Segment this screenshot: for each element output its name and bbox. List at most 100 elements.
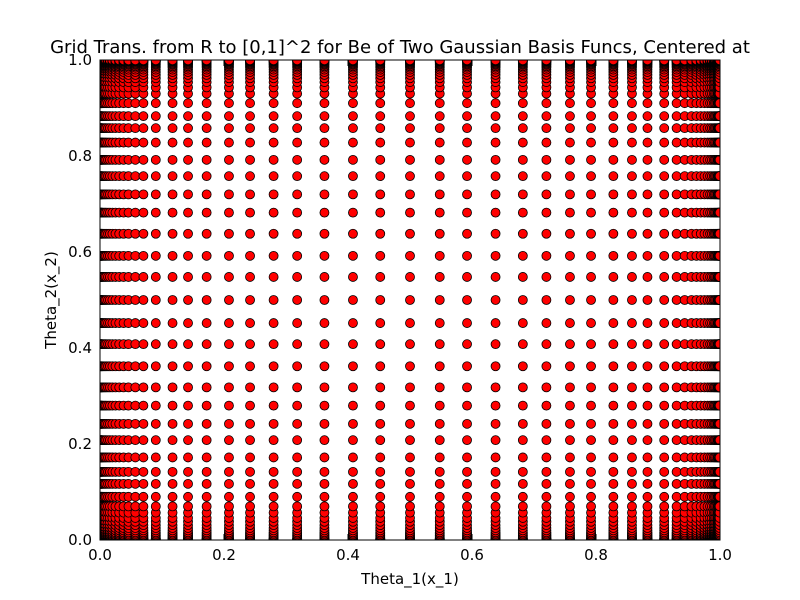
data-point — [319, 154, 330, 165]
data-point — [319, 418, 330, 429]
data-point — [167, 435, 178, 446]
data-point — [167, 361, 178, 372]
data-point — [659, 171, 670, 182]
data-point — [167, 339, 178, 350]
data-point — [292, 382, 303, 393]
data-point — [434, 189, 445, 200]
data-point — [642, 154, 653, 165]
data-point — [130, 382, 141, 393]
data-point — [245, 137, 255, 148]
data-point — [245, 171, 255, 182]
data-point — [517, 295, 528, 305]
data-point — [150, 111, 161, 122]
data-point — [245, 452, 255, 463]
data-point — [319, 382, 330, 393]
data-point — [183, 228, 193, 239]
data-point — [405, 491, 415, 502]
data-point — [138, 137, 149, 148]
data-point — [434, 400, 445, 411]
data-point — [292, 400, 303, 411]
data-point — [462, 295, 472, 305]
data-point — [405, 466, 415, 477]
data-point — [608, 361, 619, 372]
data-point — [642, 382, 653, 393]
data-point — [434, 171, 445, 182]
data-point — [586, 478, 596, 489]
data-point — [490, 418, 501, 429]
data-point — [150, 250, 161, 261]
data-point — [659, 361, 670, 372]
data-point — [405, 501, 415, 512]
data-point — [434, 318, 445, 328]
data-point — [245, 361, 255, 372]
data-point — [642, 272, 653, 282]
data-point — [642, 123, 653, 134]
data-point — [671, 111, 682, 122]
data-point — [659, 318, 670, 328]
data-point — [130, 123, 141, 134]
data-point — [201, 452, 212, 463]
data-point — [608, 418, 619, 429]
y-tick-label: 0.0 — [68, 531, 92, 549]
data-point — [517, 228, 528, 239]
data-point — [608, 501, 619, 512]
data-point — [150, 189, 161, 200]
data-point — [586, 339, 596, 350]
data-point — [642, 339, 653, 350]
data-point — [671, 295, 682, 305]
data-point — [586, 137, 596, 148]
data-point — [671, 318, 682, 328]
data-point — [268, 339, 279, 350]
data-point — [586, 400, 596, 411]
data-point — [224, 435, 234, 446]
data-point — [517, 154, 528, 165]
data-point — [268, 418, 279, 429]
data-point — [375, 478, 386, 489]
data-point — [434, 154, 445, 165]
data-point — [517, 98, 528, 109]
data-point — [375, 418, 386, 429]
data-point — [642, 98, 653, 109]
data-point — [627, 400, 637, 411]
data-point — [167, 466, 178, 477]
data-point — [490, 295, 501, 305]
data-point — [490, 250, 501, 261]
data-point — [565, 452, 575, 463]
data-point — [201, 207, 212, 218]
data-point — [541, 250, 552, 261]
data-point — [268, 137, 279, 148]
data-point — [224, 111, 234, 122]
data-point — [541, 318, 552, 328]
data-point — [490, 137, 501, 148]
data-point — [434, 207, 445, 218]
data-point — [462, 207, 472, 218]
data-point — [541, 400, 552, 411]
data-point — [490, 466, 501, 477]
data-point — [319, 452, 330, 463]
data-point — [183, 137, 193, 148]
data-point — [201, 400, 212, 411]
data-point — [608, 318, 619, 328]
data-point — [627, 137, 637, 148]
data-point — [292, 272, 303, 282]
data-point — [201, 295, 212, 305]
data-point — [268, 491, 279, 502]
data-point — [671, 228, 682, 239]
data-point — [201, 123, 212, 134]
data-point — [201, 228, 212, 239]
data-point — [541, 171, 552, 182]
data-point — [292, 435, 303, 446]
data-point — [348, 491, 358, 502]
data-point — [183, 272, 193, 282]
data-point — [462, 466, 472, 477]
data-point — [201, 250, 212, 261]
data-point — [130, 435, 141, 446]
data-point — [608, 98, 619, 109]
data-point — [245, 339, 255, 350]
data-point — [348, 400, 358, 411]
data-point — [375, 272, 386, 282]
data-point — [150, 400, 161, 411]
data-point — [541, 154, 552, 165]
data-point — [541, 382, 552, 393]
data-point — [565, 418, 575, 429]
